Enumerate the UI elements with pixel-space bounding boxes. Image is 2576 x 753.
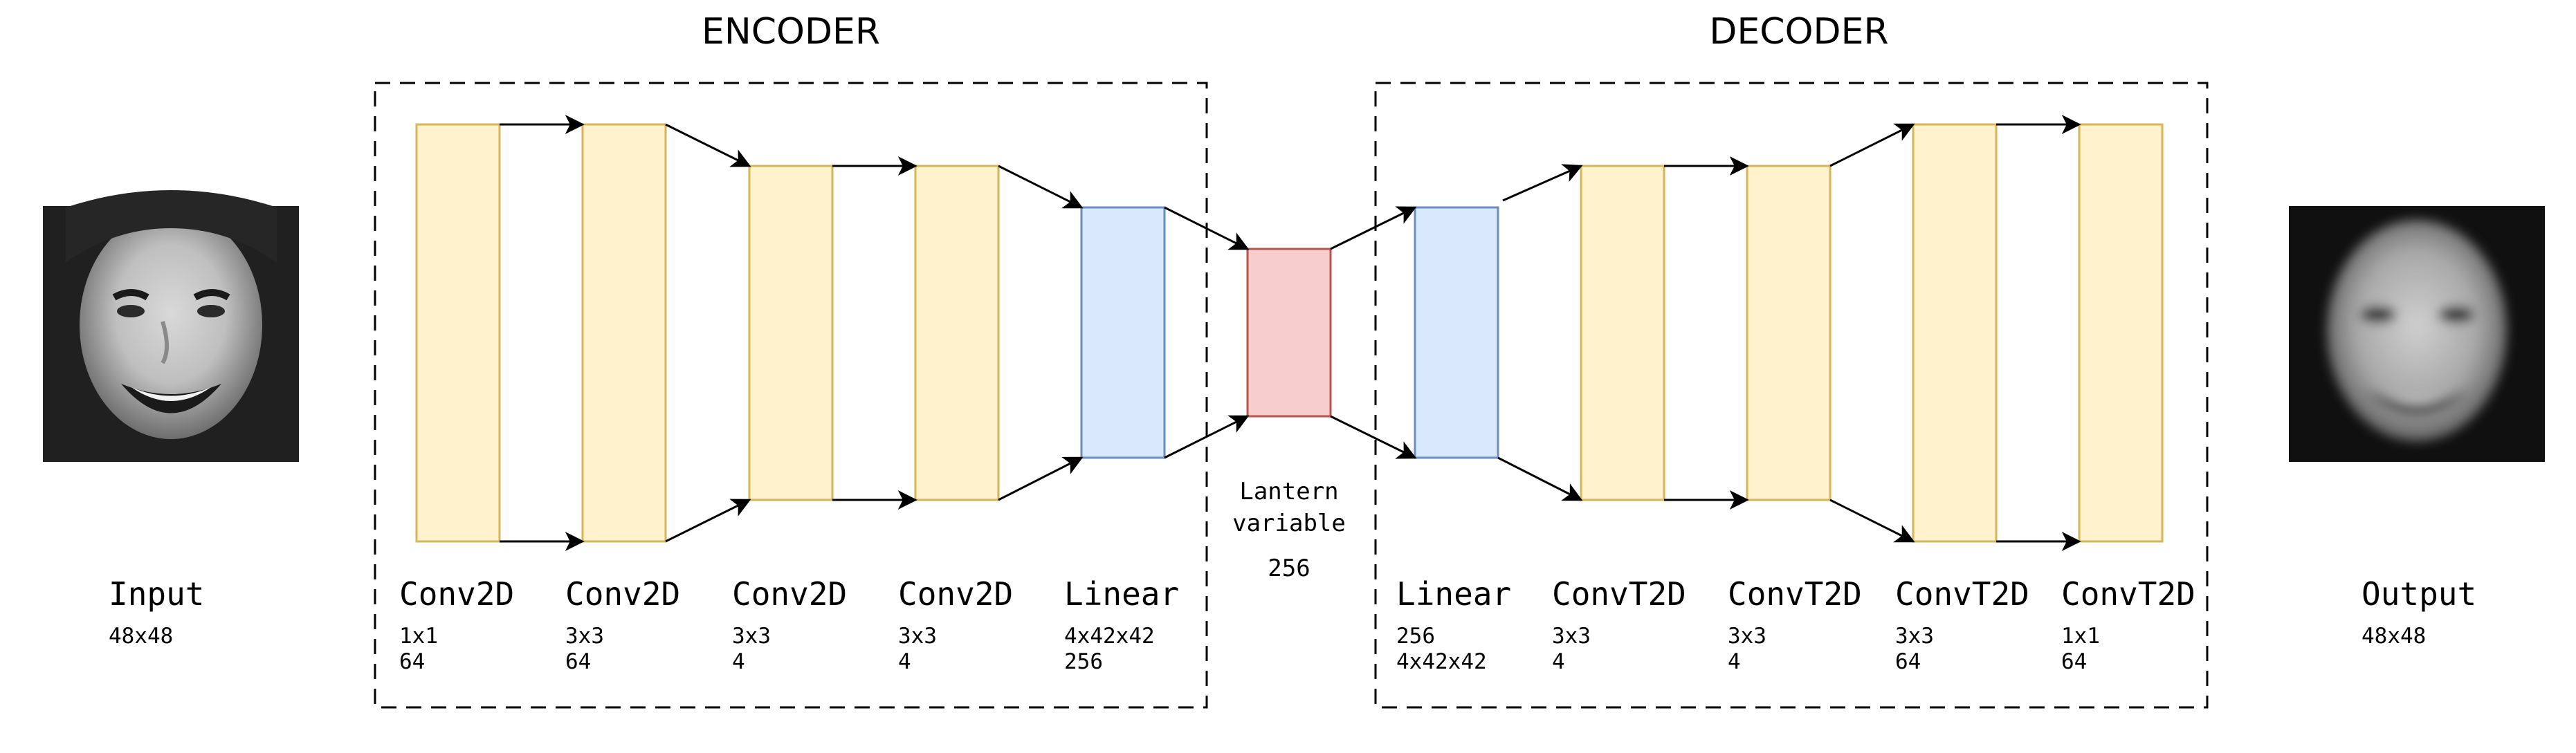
encoder-layer-1-kernel: 1x1	[399, 624, 438, 649]
decoder-layer-5-filters: 64	[2061, 649, 2087, 674]
arrow	[1829, 499, 1915, 543]
arrow	[998, 165, 1084, 209]
decoder-block-3	[1912, 123, 1998, 543]
latent-size: 256	[1268, 555, 1310, 582]
encoder-frame	[374, 82, 1208, 709]
decoder-layer-1-filters: 4x42x42	[1396, 649, 1487, 674]
encoder-block-2	[581, 123, 667, 543]
input-face-image	[43, 190, 299, 462]
encoder-block-4	[914, 165, 1000, 501]
arrow	[1502, 164, 1583, 202]
arrow	[1330, 415, 1417, 459]
output-label: Output	[2362, 575, 2476, 613]
input-size: 48x48	[109, 624, 173, 649]
arrow	[1497, 456, 1583, 501]
output-size: 48x48	[2362, 624, 2426, 649]
arrow	[665, 499, 751, 543]
decoder-layer-3-filters: 4	[1728, 649, 1741, 674]
output-face-image	[2289, 206, 2545, 462]
decoder-layer-4-kernel: 3x3	[1895, 624, 1934, 649]
encoder-layer-4-name: Conv2D	[898, 575, 1013, 613]
encoder-layer-2-filters: 64	[565, 649, 591, 674]
encoder-block-1	[415, 123, 501, 543]
arrow	[1330, 206, 1417, 250]
latent-label-line2: variable	[1232, 510, 1346, 537]
input-label: Input	[109, 575, 204, 613]
decoder-layer-2-kernel: 3x3	[1552, 624, 1591, 649]
arrow	[665, 123, 751, 167]
decoder-layer-3-name: ConvT2D	[1728, 575, 1862, 613]
decoder-frame	[1374, 82, 2209, 709]
encoder-layer-4-filters: 4	[898, 649, 911, 674]
encoder-title: ENCODER	[702, 11, 880, 53]
latent-block	[1246, 248, 1332, 418]
decoder-title: DECODER	[1709, 11, 1888, 53]
encoder-layer-5-filters: 256	[1064, 649, 1103, 674]
decoder-layer-1-kernel: 256	[1396, 624, 1435, 649]
encoder-layer-2-kernel: 3x3	[565, 624, 604, 649]
arrow	[1164, 415, 1250, 459]
decoder-block-4	[2078, 123, 2164, 543]
decoder-layer-5-name: ConvT2D	[2061, 575, 2195, 613]
decoder-layer-2-name: ConvT2D	[1552, 575, 1686, 613]
arrow	[1164, 206, 1250, 250]
decoder-layer-3-kernel: 3x3	[1728, 624, 1766, 649]
encoder-layer-1-name: Conv2D	[399, 575, 514, 613]
encoder-layer-labels: Conv2D 1x1 64 Conv2D 3x3 64 Conv2D 3x3 4…	[399, 575, 1179, 674]
decoder-layer-5-kernel: 1x1	[2061, 624, 2100, 649]
decoder-block-2	[1746, 165, 1831, 501]
encoder-linear-block	[1080, 206, 1166, 459]
encoder-layer-2-name: Conv2D	[565, 575, 680, 613]
decoder-layer-4-filters: 64	[1895, 649, 1921, 674]
connection-arrows	[500, 115, 2081, 551]
decoder-layer-labels: Linear 256 4x42x42 ConvT2D 3x3 4 ConvT2D…	[1396, 575, 2195, 674]
decoder-linear-block	[1414, 206, 1499, 459]
latent-label-line1: Lantern	[1239, 478, 1338, 505]
decoder-layer-2-filters: 4	[1552, 649, 1565, 674]
encoder-layer-4-kernel: 3x3	[898, 624, 937, 649]
arrow	[1829, 123, 1915, 167]
arrow	[998, 456, 1084, 501]
encoder-layer-1-filters: 64	[399, 649, 425, 674]
encoder-layer-5-name: Linear	[1064, 575, 1179, 613]
encoder-layer-5-kernel: 4x42x42	[1064, 624, 1155, 649]
decoder-block-1	[1580, 165, 1665, 501]
encoder-block-3	[748, 165, 834, 501]
encoder-layer-3-filters: 4	[732, 649, 745, 674]
encoder-layer-3-name: Conv2D	[732, 575, 847, 613]
decoder-layer-1-name: Linear	[1396, 575, 1511, 613]
encoder-layer-3-kernel: 3x3	[732, 624, 771, 649]
decoder-layer-4-name: ConvT2D	[1895, 575, 2029, 613]
